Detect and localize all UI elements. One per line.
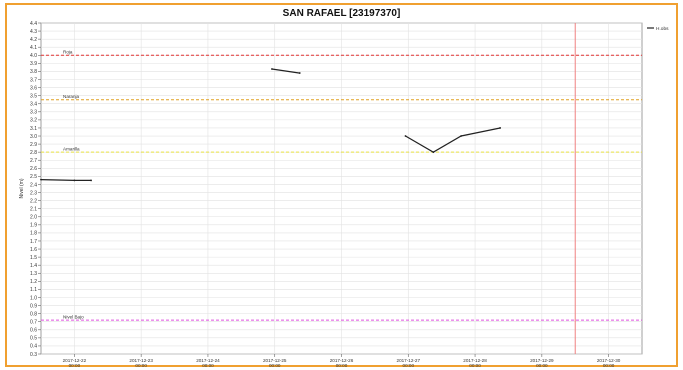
y-tick-label: 0.3 [30, 352, 37, 358]
data-point [298, 72, 301, 74]
x-tick-label: 2017-12-25 [263, 358, 287, 363]
y-tick-label: 3.3 [30, 110, 37, 116]
x-tick-label: 2017-12-24 [196, 358, 220, 363]
y-tick-label: 3.7 [30, 77, 37, 83]
y-tick-label: 3.5 [30, 93, 37, 99]
y-tick-label: 1.1 [30, 287, 37, 293]
threshold-label: Roja [63, 49, 73, 54]
data-point [73, 179, 76, 182]
x-tick-label: 2017-12-27 [397, 358, 421, 363]
y-tick-label: 1.5 [30, 255, 37, 261]
x-tick-label: 2017-12-22 [63, 358, 87, 363]
y-tick-label: 0.8 [30, 311, 37, 317]
y-tick-label: 2.8 [30, 150, 37, 156]
y-tick-label: 4.0 [30, 53, 37, 59]
y-tick-label: 2.0 [30, 215, 37, 221]
data-point [90, 179, 92, 182]
y-tick-label: 1.7 [30, 239, 37, 245]
data-point [40, 178, 42, 181]
threshold-label: Amarilla [63, 146, 80, 151]
data-point [404, 135, 407, 137]
legend-label: H.obs [656, 26, 669, 32]
y-tick-label: 1.6 [30, 247, 37, 253]
y-tick-label: 0.7 [30, 320, 37, 326]
y-tick-label: 4.2 [30, 37, 37, 43]
y-tick-label: 0.5 [30, 336, 37, 342]
x-tick-label: 2017-12-29 [530, 358, 554, 363]
series-line [405, 127, 501, 153]
y-tick-label: 2.7 [30, 158, 37, 164]
threshold-label: Naranja [63, 94, 80, 99]
x-tick-label: 2017-12-28 [463, 358, 487, 363]
x-tick-label: 2017-12-23 [129, 358, 153, 363]
y-tick-label: 3.1 [30, 126, 37, 132]
x-tick-label-time: 00:00 [135, 363, 147, 368]
y-tick-label: 2.2 [30, 198, 37, 204]
y-tick-label: 0.4 [30, 344, 37, 350]
x-tick-label-time: 00:00 [469, 363, 481, 368]
data-point [460, 135, 463, 137]
y-tick-label: 3.2 [30, 118, 37, 124]
y-tick-label: 2.3 [30, 190, 37, 196]
y-tick-label: 1.2 [30, 279, 37, 285]
x-tick-label-time: 00:00 [202, 363, 214, 368]
y-tick-label: 3.6 [30, 85, 37, 91]
y-tick-label: 4.1 [30, 45, 37, 51]
y-tick-label: 3.4 [30, 102, 37, 108]
y-tick-label: 3.0 [30, 134, 37, 140]
y-tick-label: 2.4 [30, 182, 37, 188]
x-tick-label-time: 00:00 [269, 363, 281, 368]
y-tick-label: 1.3 [30, 271, 37, 277]
chart-title: SAN RAFAEL [23197370] [282, 8, 401, 19]
data-point [271, 68, 273, 70]
threshold-label: Nivel Bajo [63, 314, 84, 319]
x-tick-label: 2017-12-30 [597, 358, 621, 363]
y-tick-label: 1.8 [30, 231, 37, 237]
y-tick-label: 0.6 [30, 328, 37, 334]
data-point [432, 151, 435, 154]
y-tick-label: 4.3 [30, 29, 37, 35]
data-point [499, 127, 501, 129]
x-tick-label-time: 00:00 [403, 363, 415, 368]
y-tick-label: 3.9 [30, 61, 37, 67]
y-tick-label: 4.4 [30, 21, 37, 27]
x-tick-label: 2017-12-26 [330, 358, 354, 363]
y-tick-label: 1.4 [30, 263, 37, 269]
y-axis-label: Nivel (m) [19, 178, 25, 198]
x-tick-label-time: 00:00 [336, 363, 348, 368]
y-tick-label: 1.9 [30, 223, 37, 229]
x-tick-label-time: 00:00 [603, 363, 615, 368]
y-tick-label: 0.9 [30, 303, 37, 309]
y-tick-label: 2.6 [30, 166, 37, 172]
y-tick-label: 2.5 [30, 174, 37, 180]
y-tick-label: 2.9 [30, 142, 37, 148]
y-tick-label: 1.0 [30, 295, 37, 301]
series-line [271, 68, 300, 74]
x-tick-label-time: 00:00 [69, 363, 81, 368]
y-tick-label: 2.1 [30, 206, 37, 212]
y-tick-label: 3.8 [30, 69, 37, 75]
x-tick-label-time: 00:00 [536, 363, 548, 368]
